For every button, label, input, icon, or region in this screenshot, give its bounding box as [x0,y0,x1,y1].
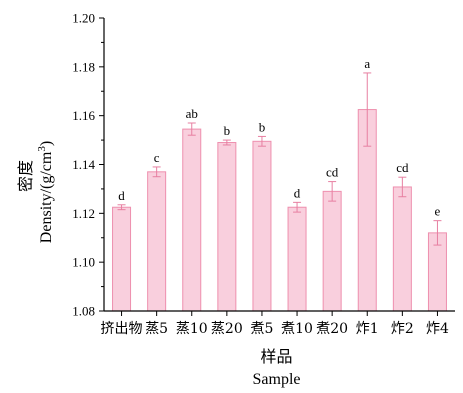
x-tick-label: 炸2 [391,321,414,337]
x-tick-label: 煮5 [250,321,273,337]
bar [112,206,132,312]
x-tick-label: 蒸20 [211,321,243,337]
significance-labels-layer: d c ab b b d cd a cd e [118,56,440,219]
bar [252,140,272,312]
y-axis-title-en-main: Density/(g/cm [38,151,55,243]
y-tick-label: 1.20 [72,11,95,26]
x-ticks-layer: 挤出物 蒸5 蒸10 蒸20 煮5 煮10 煮20 炸1 炸2 炸4 [101,311,449,337]
x-tick-label: 蒸10 [176,321,208,337]
y-axis-title-en: Density/(g/cm3) [36,141,55,243]
x-tick-label: 炸1 [356,321,379,337]
significance-label: d [118,188,125,203]
bar [392,186,412,312]
y-tick-label: 1.16 [72,108,95,123]
y-axis-title-cn: 密度 [16,160,35,192]
significance-label: e [435,204,441,219]
y-tick-label: 1.18 [72,59,95,74]
bar [322,190,342,312]
bars-layer [112,109,447,312]
bar [287,206,307,312]
significance-label: b [259,119,266,134]
x-tick-label: 炸4 [426,321,449,337]
significance-label: cd [396,160,409,175]
bar [182,128,202,312]
y-tick-label: 1.10 [72,255,95,270]
error-bars-layer [117,72,442,246]
significance-label: cd [326,165,339,180]
significance-label: a [364,56,370,71]
y-tick-label: 1.14 [72,157,95,172]
x-axis-title-cn: 样品 [260,347,292,366]
significance-label: d [294,185,301,200]
bar [217,142,237,312]
x-tick-label: 煮10 [281,321,313,337]
y-ticks-layer: 1.08 1.10 1.12 1.14 1.16 1.18 1.20 [72,11,104,319]
significance-label: ab [186,106,198,121]
significance-label: b [224,123,231,138]
bar [147,171,167,312]
x-axis-title-en: Sample [253,371,301,388]
y-axis-title-en-tail: ) [38,141,55,146]
y-axis-title: 密度 Density/(g/cm3) [16,141,55,243]
y-tick-label: 1.12 [72,206,95,221]
significance-label: c [154,150,160,165]
x-tick-label: 煮20 [316,321,348,337]
y-axis-title-en-sup: 3 [36,146,48,152]
x-tick-label: 蒸5 [145,321,168,337]
y-tick-label: 1.08 [72,304,95,319]
x-tick-label: 挤出物 [101,321,143,337]
